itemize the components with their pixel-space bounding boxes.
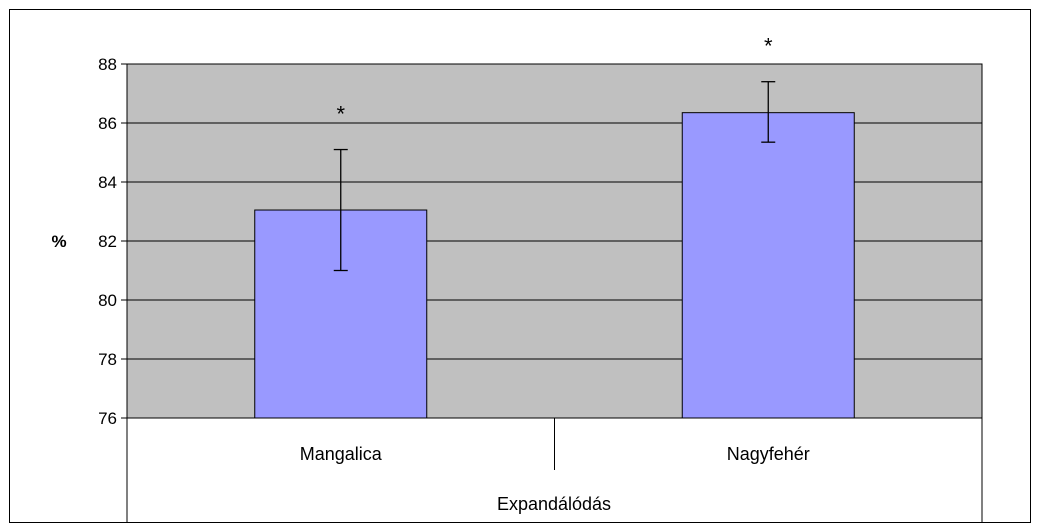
significance-asterisk: * — [336, 102, 345, 127]
significance-asterisk: * — [764, 34, 773, 59]
y-tick-label: 80 — [98, 291, 117, 310]
error-bars — [333, 81, 776, 272]
bars — [254, 112, 855, 419]
significance-markers: ** — [336, 34, 773, 127]
chart-frame: * * 76 78 80 82 84 86 88 Mangalica Nagyfehér % E… — [9, 9, 1031, 523]
y-tick-label: 76 — [98, 409, 117, 428]
x-axis-categories: Mangalica Nagyfehér — [126, 418, 983, 522]
x-category-label: Nagyfehér — [727, 444, 810, 464]
y-axis-label: % — [51, 232, 66, 251]
y-tick-label: 78 — [98, 350, 117, 369]
y-axis-ticks: 76 78 80 82 84 86 88 — [98, 55, 127, 428]
y-tick-label: 84 — [98, 173, 117, 192]
bar-nagyfehér — [681, 112, 855, 419]
y-tick-label: 86 — [98, 114, 117, 133]
y-tick-label: 82 — [98, 232, 117, 251]
y-tick-label: 88 — [98, 55, 117, 74]
bar-mangalica — [254, 209, 428, 419]
x-axis-label: Expandálódás — [497, 494, 611, 514]
x-category-label: Mangalica — [300, 444, 383, 464]
